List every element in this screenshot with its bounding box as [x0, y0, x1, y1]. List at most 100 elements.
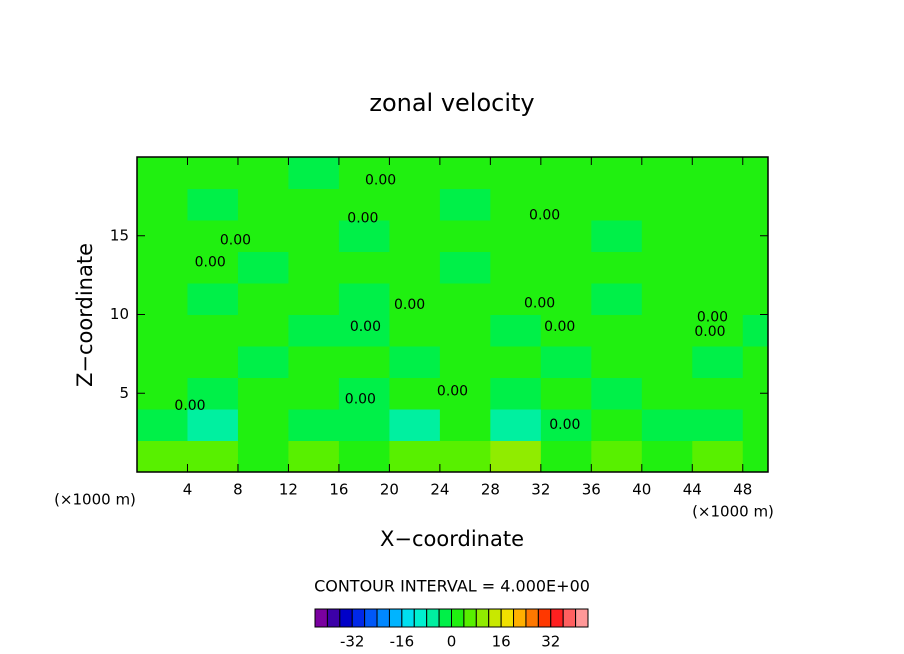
- field-cell: [641, 283, 693, 315]
- field-cell: [591, 157, 643, 189]
- x-tick-label: 28: [481, 481, 500, 499]
- field-cell: [439, 220, 491, 252]
- field-cell: [742, 157, 768, 189]
- field-cell: [187, 283, 239, 315]
- field-cell: [641, 188, 693, 221]
- colorbar-box: [513, 608, 527, 628]
- field-cell: [540, 220, 592, 252]
- field-cell: [742, 346, 768, 378]
- field-cell: [591, 188, 643, 221]
- field-cell: [137, 409, 188, 441]
- field-cell: [490, 346, 542, 378]
- contour-label: 0.00: [195, 255, 226, 271]
- field-cell: [540, 346, 592, 378]
- field-cell: [389, 157, 441, 189]
- field-cell: [137, 377, 188, 410]
- field-cell: [338, 440, 390, 472]
- contour-interval: CONTOUR INTERVAL = 4.000E+00: [314, 577, 590, 596]
- colorbar-box: [537, 608, 552, 628]
- field-cell: [338, 220, 390, 252]
- field-cell: [389, 283, 441, 315]
- field-cell: [288, 377, 340, 410]
- field-cell: [237, 314, 289, 347]
- field-cell: [389, 440, 441, 472]
- field-cell: [338, 314, 390, 347]
- field-cell: [288, 157, 340, 189]
- colorbar-tick-label: 32: [541, 633, 560, 651]
- field-cell: [591, 251, 643, 284]
- field-cell: [742, 314, 768, 347]
- field-cell: [288, 346, 340, 378]
- field-cell: [237, 220, 289, 252]
- field-cell: [692, 409, 744, 441]
- contour-label: 0.00: [694, 324, 725, 340]
- field-cell: [742, 440, 768, 472]
- colorbar-box: [401, 608, 415, 628]
- x-tick-label: 20: [380, 481, 399, 499]
- x-tick-label: 16: [329, 481, 348, 499]
- field-cell: [692, 346, 744, 378]
- field-cell: [742, 409, 768, 441]
- field-cell: [641, 157, 693, 189]
- field-cell: [591, 314, 643, 347]
- colorbar-box: [376, 608, 390, 628]
- field-cell: [288, 440, 340, 472]
- field-cell: [540, 314, 592, 347]
- colorbar-box: [438, 608, 453, 628]
- x-unit-label: (×1000 m): [692, 503, 774, 521]
- field-cell: [490, 377, 542, 410]
- field-cell: [187, 314, 239, 347]
- colorbar-box: [388, 608, 403, 628]
- field-cell: [641, 220, 693, 252]
- field-cell: [237, 251, 289, 284]
- field-cell: [540, 251, 592, 284]
- field-cell: [591, 440, 643, 472]
- field-cell: [288, 220, 340, 252]
- contour-label: 0.00: [544, 319, 575, 335]
- field-cell: [591, 283, 643, 315]
- x-tick-label: 8: [233, 481, 243, 499]
- field-cell: [692, 283, 744, 315]
- field-cell: [439, 251, 491, 284]
- field-cell: [540, 283, 592, 315]
- field-cell: [237, 409, 289, 441]
- y-tick-label: 5: [119, 384, 129, 402]
- contour-label: 0.00: [174, 398, 205, 414]
- colorbar-box: [475, 608, 490, 628]
- colorbar-box: [550, 608, 564, 628]
- field-cell: [338, 409, 390, 441]
- field-cell: [137, 440, 188, 472]
- contour-label: 0.00: [350, 319, 381, 335]
- field-cell: [692, 314, 744, 347]
- field-cell: [338, 346, 390, 378]
- field-cell: [439, 377, 491, 410]
- field-cell: [692, 220, 744, 252]
- field: 0.000.000.000.000.000.00 0.000.00 0.000.00…: [137, 157, 768, 472]
- field-cell: [540, 377, 592, 410]
- field-cell: [389, 377, 441, 410]
- contour-label: 0.00: [394, 297, 425, 313]
- field-cell: [137, 283, 188, 315]
- field-cell: [137, 251, 188, 284]
- field-cell: [137, 157, 188, 189]
- colorbar-box: [488, 608, 502, 628]
- colorbar-box: [326, 608, 341, 628]
- contour-label: 0.00: [365, 173, 396, 189]
- field-cell: [439, 188, 491, 221]
- field-cell: [490, 314, 542, 347]
- colorbar-box: [413, 608, 428, 628]
- field-cell: [742, 251, 768, 284]
- field-cell: [288, 314, 340, 347]
- contour-label: 0.00: [549, 417, 580, 433]
- field-cell: [237, 157, 289, 189]
- field-cell: [237, 283, 289, 315]
- colorbar-box: [451, 608, 465, 628]
- x-tick-label: 4: [183, 481, 193, 499]
- field-cell: [137, 188, 188, 221]
- contour-label: 0.00: [345, 392, 376, 408]
- field-cell: [389, 314, 441, 347]
- colorbar-box: [575, 608, 589, 628]
- field-cell: [490, 157, 542, 189]
- colorbar-box: [339, 608, 353, 628]
- y-tick-label: 10: [110, 305, 129, 323]
